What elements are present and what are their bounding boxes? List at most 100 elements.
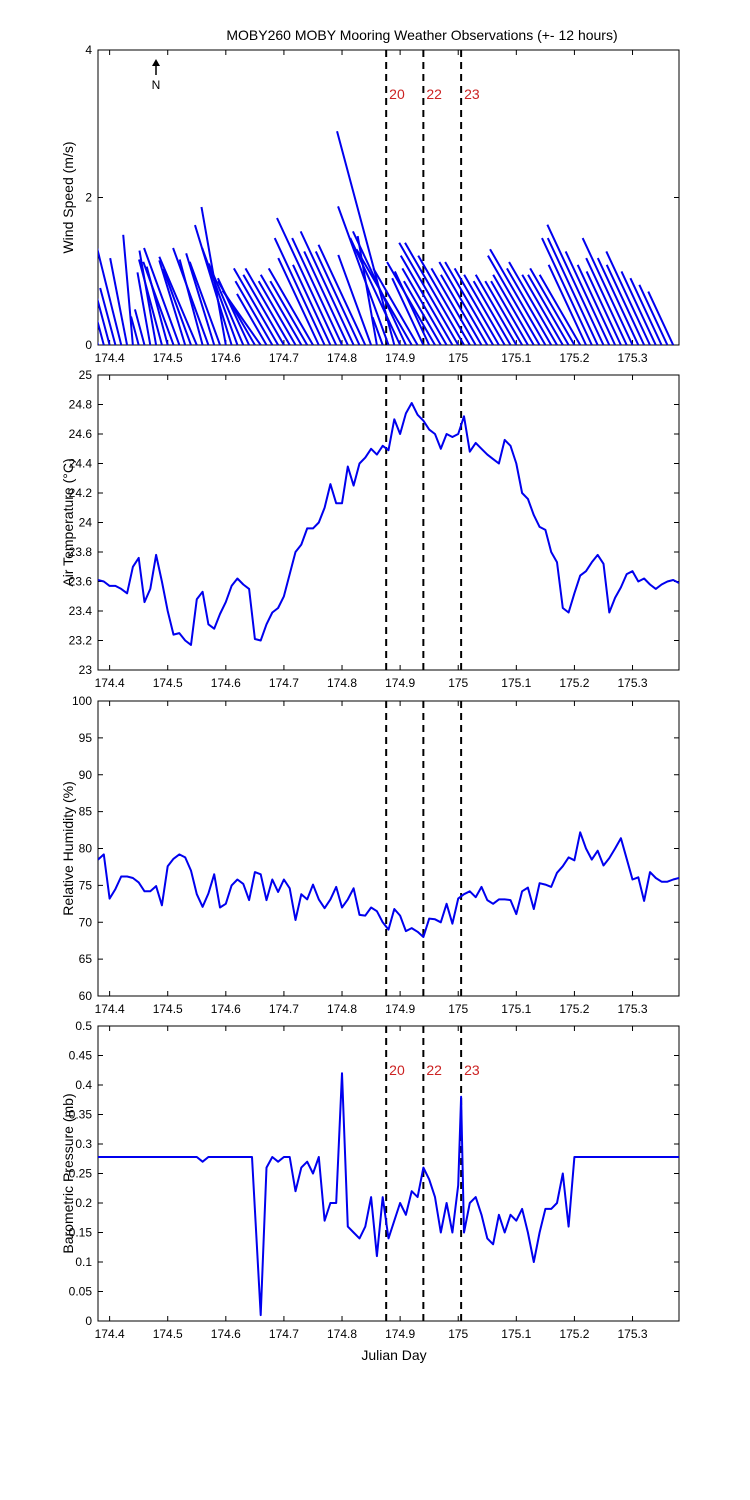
x-tick-label: 174.7 [269, 351, 299, 365]
x-tick-label: 175.3 [618, 1002, 648, 1016]
wind-stick [188, 261, 221, 345]
y-tick-label: 75 [79, 878, 93, 892]
y-tick-label: 24.4 [69, 457, 93, 471]
wind-stick [292, 264, 332, 345]
x-tick-label: 174.9 [385, 676, 415, 690]
figure-title: MOBY260 MOBY Mooring Weather Observation… [226, 27, 617, 43]
y-tick-label: 0.15 [69, 1226, 93, 1240]
wind-stick [647, 291, 675, 345]
wind-stick [303, 251, 349, 345]
y-tick-label: 0.5 [75, 1019, 92, 1033]
wind-stick [489, 248, 547, 345]
wind-stick [576, 264, 616, 345]
wind-stick [438, 261, 489, 345]
x-tick-label: 174.5 [153, 1327, 183, 1341]
event-marker-label: 22 [426, 1062, 442, 1078]
plot-area [98, 831, 679, 938]
wind-stick [269, 280, 309, 345]
y-tick-label: 90 [79, 768, 93, 782]
x-tick-label: 174.4 [95, 1002, 125, 1016]
wind-stick [564, 251, 611, 345]
y-tick-label: 0.1 [75, 1255, 92, 1269]
wind-stick [472, 280, 512, 345]
y-axis-label: Barometric Pressure (mb) [60, 1093, 76, 1253]
wind-stick [596, 257, 640, 345]
wind-stick [620, 271, 657, 345]
x-tick-label: 174.8 [327, 1327, 357, 1341]
x-tick-label: 174.9 [385, 1002, 415, 1016]
north-label: N [152, 78, 161, 92]
y-tick-label: 24.8 [69, 398, 93, 412]
wind-stick [417, 255, 471, 345]
wind-stick [299, 230, 355, 345]
wind-stick [291, 237, 343, 345]
wind-stick [337, 254, 373, 345]
wind-stick [474, 274, 518, 345]
x-tick-label: 174.7 [269, 676, 299, 690]
wind-stick [629, 277, 663, 345]
x-tick-label: 175.1 [501, 1002, 531, 1016]
y-tick-label: 0.05 [69, 1285, 93, 1299]
wind-stick [317, 244, 367, 345]
wind-stick [277, 257, 320, 345]
x-tick-label: 174.6 [211, 676, 241, 690]
wind-stick [463, 274, 506, 345]
y-tick-label: 0 [85, 338, 92, 352]
wind-stick [484, 280, 523, 345]
y-tick-label: 100 [72, 694, 92, 708]
wind-stick [356, 235, 378, 345]
x-tick-label: 175.3 [618, 1327, 648, 1341]
x-tick-label: 175.1 [501, 351, 531, 365]
x-tick-label: 174.7 [269, 1327, 299, 1341]
data-series-line [98, 402, 679, 646]
y-tick-label: 4 [85, 43, 92, 57]
x-tick-label: 174.9 [385, 351, 415, 365]
relative-humidity-panel: 174.4 174.5 174.6 174.7 174.8 174.9 175 175.1 17… [60, 694, 680, 1016]
y-tick-label: 0.45 [69, 1049, 93, 1063]
x-tick-label: 174.5 [153, 1002, 183, 1016]
wind-stick [399, 255, 454, 345]
x-tick-label: 174.4 [95, 351, 125, 365]
wind-stick [398, 242, 460, 345]
x-tick-label: 175 [448, 1002, 468, 1016]
x-tick-label: 175.3 [618, 351, 648, 365]
event-marker-label: 23 [464, 1062, 480, 1078]
plot-area [98, 1072, 679, 1317]
barometric-pressure-panel: 174.4 174.5 174.6 174.7 174.8 174.9 175 175.1 17… [60, 1019, 680, 1341]
wind-stick [585, 271, 622, 345]
x-tick-label: 175 [448, 1327, 468, 1341]
wind-stick [453, 267, 500, 345]
wind-stick [259, 274, 303, 345]
y-tick-label: 24.2 [69, 486, 93, 500]
y-tick-label: 24 [79, 516, 93, 530]
wind-stick [257, 280, 297, 345]
wind-stick [314, 251, 361, 345]
plot-area [98, 131, 675, 345]
wind-stick [221, 290, 262, 345]
x-tick-label: 175.2 [559, 351, 589, 365]
x-tick-label: 175.2 [559, 1327, 589, 1341]
wind-stick [109, 257, 129, 345]
data-series-line [98, 831, 679, 938]
wind-stick [138, 250, 158, 345]
wind-stick [276, 217, 338, 345]
wind-stick [133, 309, 146, 345]
wind-stick [158, 256, 198, 345]
x-tick-label: 174.7 [269, 1002, 299, 1016]
x-tick-label: 174.8 [327, 351, 357, 365]
y-tick-label: 0 [85, 1314, 92, 1328]
wind-stick [585, 257, 628, 345]
wind-stick [541, 237, 593, 345]
wind-stick [371, 316, 384, 345]
x-tick-label: 174.8 [327, 1002, 357, 1016]
x-tick-label: 175.3 [618, 676, 648, 690]
north-arrow-head [152, 59, 160, 66]
wind-speed-panel: 174.4 174.5 174.6 174.7 174.8 174.9 175 175.1 17… [60, 43, 680, 365]
wind-stick [99, 287, 117, 345]
x-tick-label: 174.9 [385, 1327, 415, 1341]
y-tick-label: 23 [79, 663, 93, 677]
wind-stick [546, 224, 605, 345]
x-tick-label: 174.6 [211, 1327, 241, 1341]
air-temperature-panel: 174.4 174.5 174.6 174.7 174.8 174.9 175 175.1 17… [60, 368, 680, 690]
wind-stick [430, 267, 477, 345]
